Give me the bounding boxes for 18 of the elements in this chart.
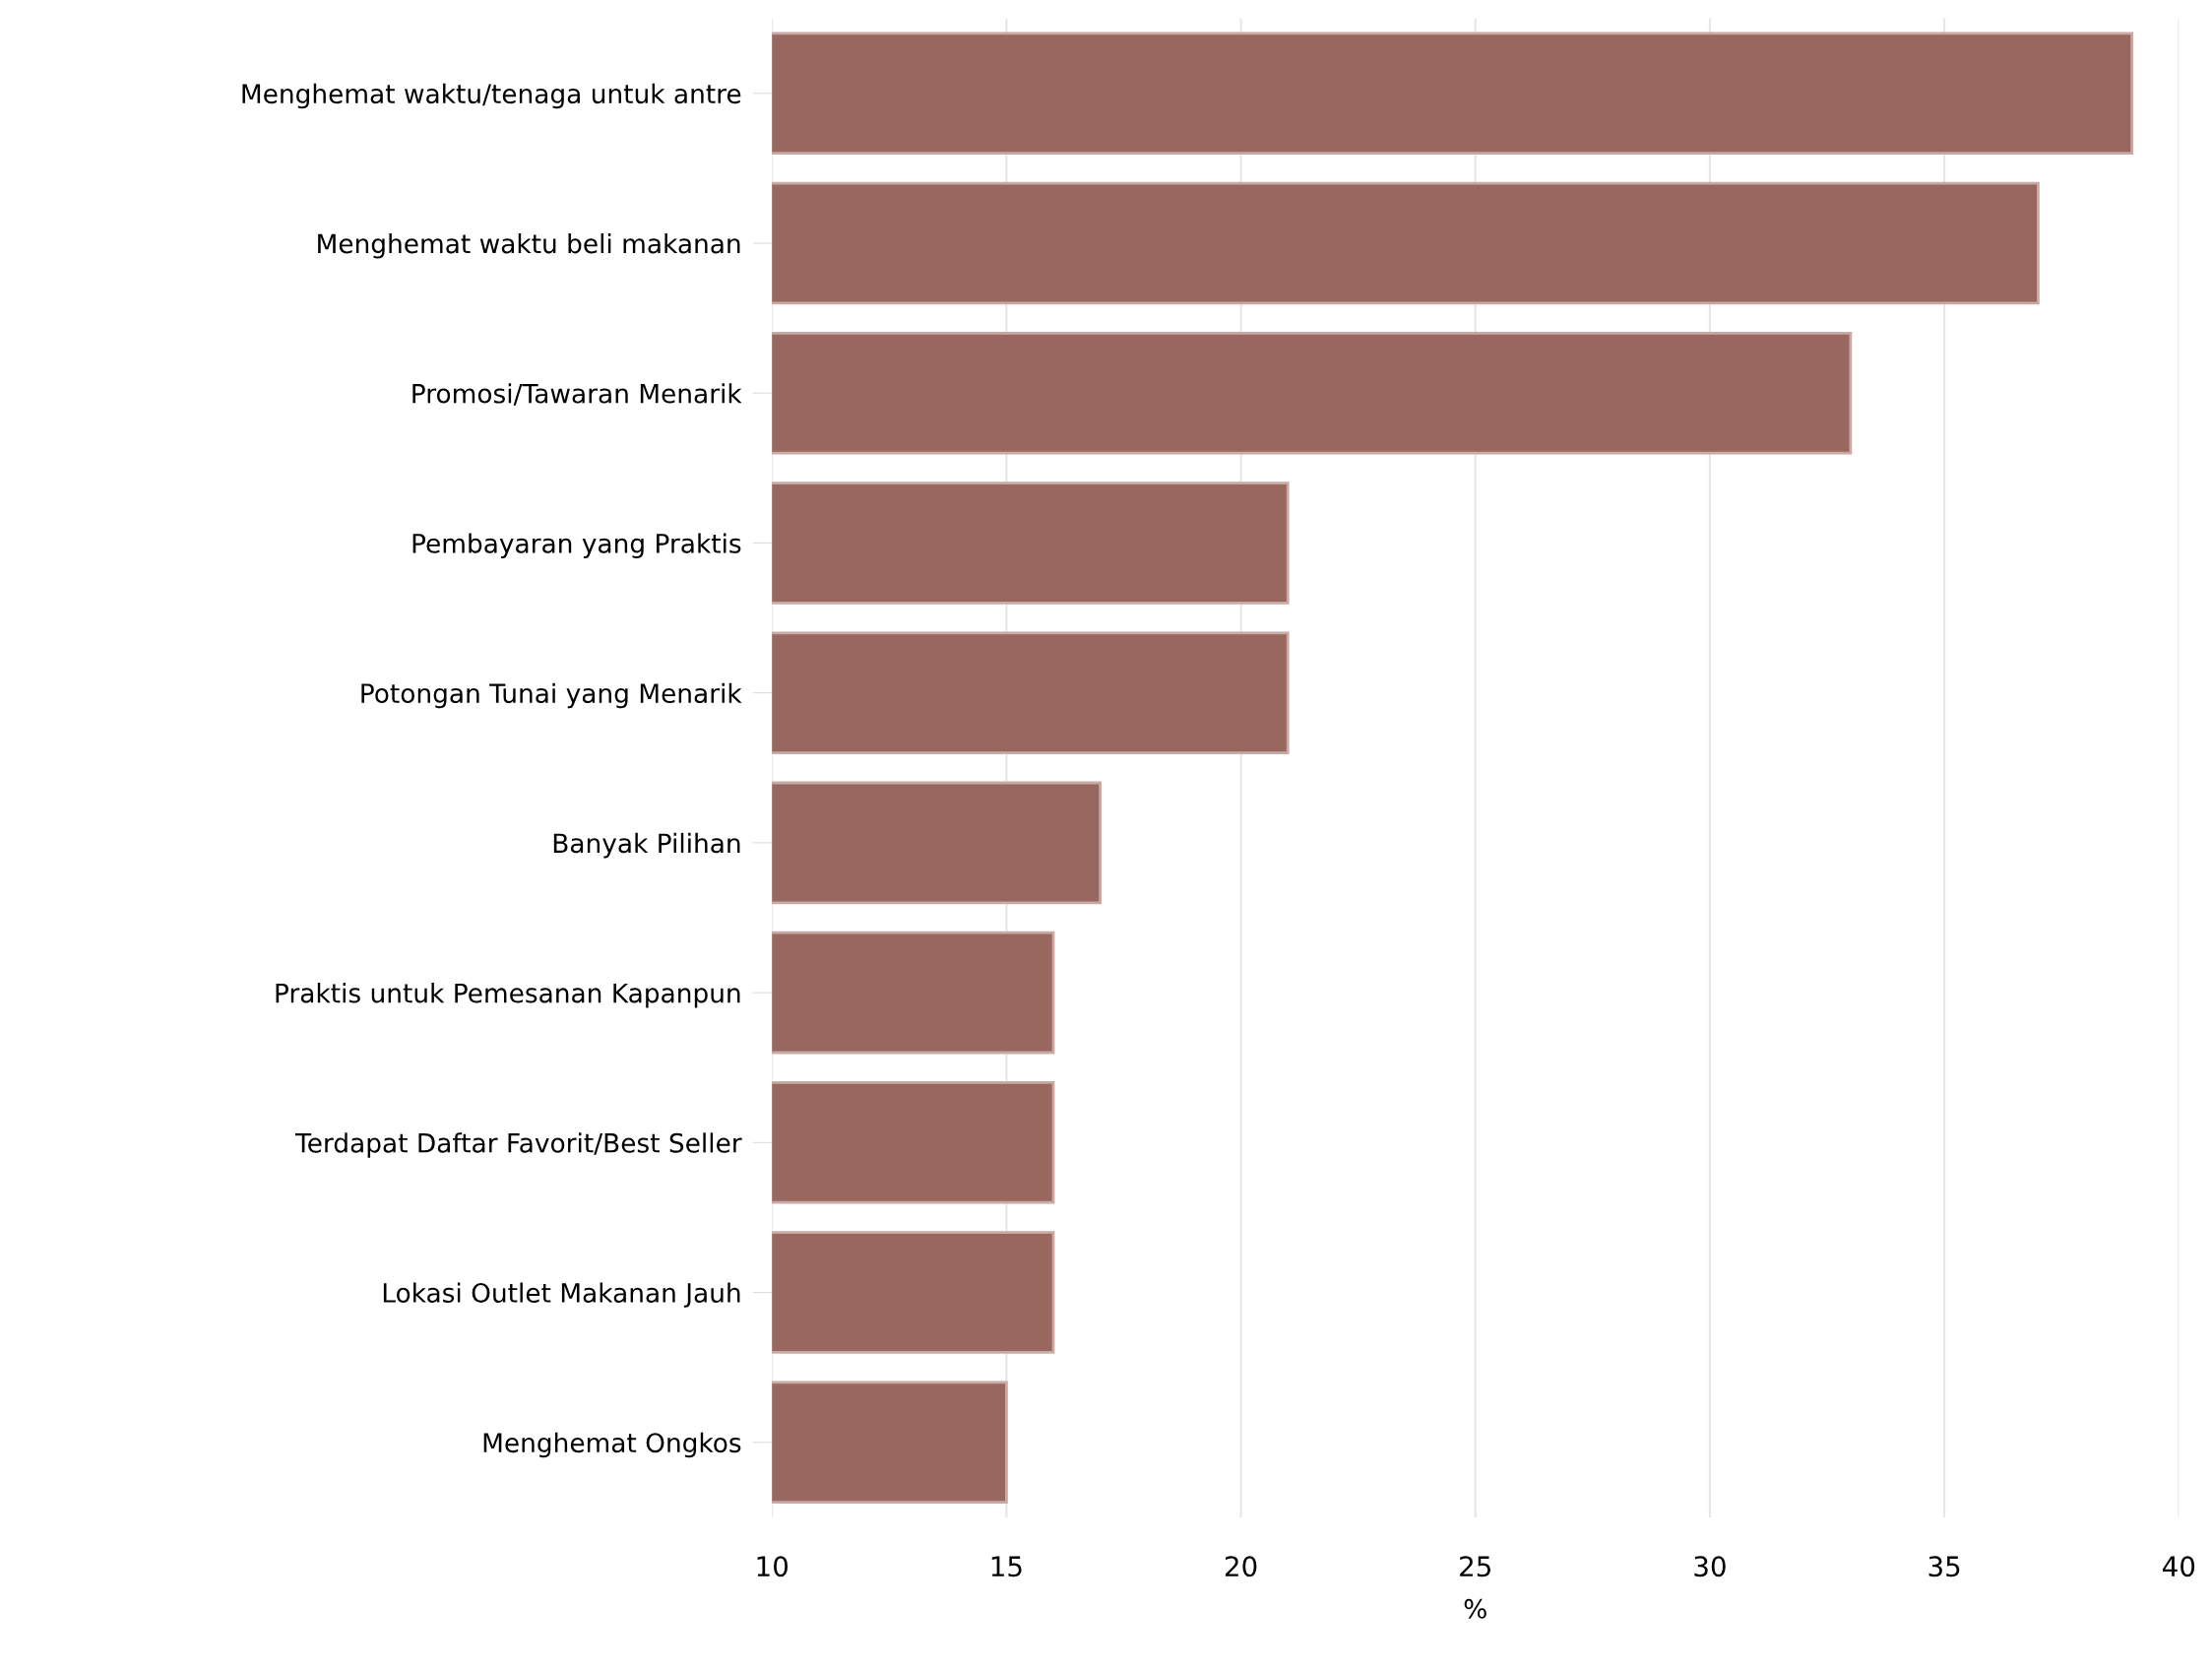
x-tick-label: 15: [991, 1556, 1022, 1577]
y-tick-label: Menghemat waktu beli makanan: [318, 232, 740, 259]
x-tick-label: 25: [1460, 1556, 1490, 1577]
x-tick-label: 30: [1694, 1556, 1726, 1577]
y-tick-label: Potongan Tunai yang Menarik: [361, 682, 742, 709]
y-tick-label: Lokasi Outlet Makanan Jauh: [383, 1282, 740, 1308]
x-tick-label: 10: [757, 1556, 789, 1577]
y-tick-label: Pembayaran yang Praktis: [412, 533, 741, 558]
y-tick-label: Menghemat Ongkos: [483, 1432, 741, 1458]
x-tick-label: 40: [2162, 1556, 2195, 1577]
x-tick-label: 20: [1225, 1556, 1257, 1577]
y-tick-label: Banyak Pilihan: [553, 832, 740, 859]
x-axis-title: %: [1464, 1598, 1486, 1619]
x-tick-label: 35: [1928, 1556, 1960, 1577]
y-tick-label: Promosi/Tawaran Menarik: [412, 383, 742, 406]
y-tick-label: Menghemat waktu/tenaga untuk antre: [242, 83, 741, 109]
y-tick-label: Terdapat Daftar Favorit/Best Seller: [294, 1132, 742, 1158]
y-tick-label: Praktis untuk Pemesanan Kapanpun: [276, 983, 740, 1008]
